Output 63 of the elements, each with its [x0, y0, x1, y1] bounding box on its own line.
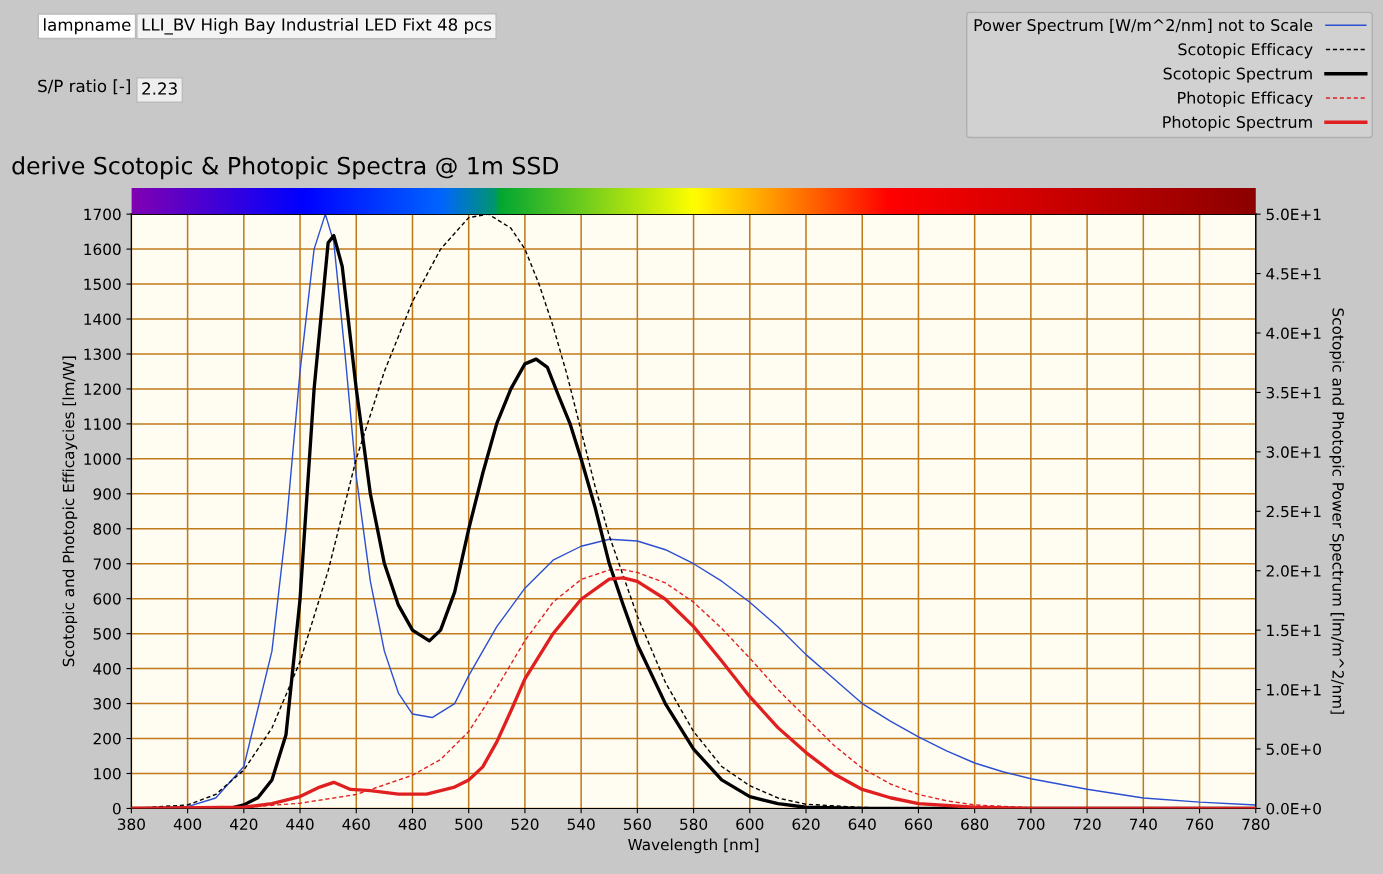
- legend-label: Photopic Spectrum: [1163, 115, 1312, 132]
- x-tick-label: 740: [1130, 818, 1157, 830]
- legend-label: Power Spectrum [W/m^2/nm] not to Scale: [974, 18, 1313, 35]
- x-tick-label: 500: [455, 818, 483, 830]
- y-tick-label: 500: [93, 628, 121, 640]
- x-tick-label: 580: [680, 818, 708, 830]
- x-axis-title: Wavelength [nm]: [628, 838, 759, 854]
- y-tick-label: 1700: [84, 208, 121, 221]
- y-tick-label: 1400: [84, 313, 121, 326]
- x-tick-label: 620: [792, 818, 820, 830]
- x-tick-label: 780: [1242, 818, 1270, 830]
- y2-tick-label: 1.0E+1: [1267, 684, 1321, 696]
- y-tick-label: 1500: [84, 278, 121, 291]
- y-tick-label: 1300: [84, 348, 121, 360]
- y-tick-label: 1200: [84, 383, 121, 395]
- text: 2.23: [142, 82, 177, 95]
- x-tick-label: 560: [623, 818, 651, 830]
- y2-tick-label: 2.0E+1: [1266, 565, 1321, 577]
- y2-tick-label: 4.5E+1: [1266, 268, 1321, 280]
- y-tick-label: 0: [112, 802, 121, 815]
- y2-axis-title: Scotopic and Photopic Power Spectrum [lm/m^2/nm]: [1329, 308, 1345, 714]
- y-axis-title: Scotopic and Photopic Efficaycies [lm/W]: [62, 356, 78, 667]
- y-tick-label: 600: [93, 593, 121, 605]
- y2-tick-label: 4.0E+1: [1266, 327, 1321, 340]
- y-tick-label: 100: [94, 767, 121, 780]
- y-tick-label: 800: [93, 523, 121, 535]
- x-tick-label: 600: [736, 818, 764, 830]
- y-tick-label: 1000: [84, 453, 121, 465]
- chart-title: derive Scotopic & Photopic Spectra @ 1m SSD: [12, 156, 559, 180]
- x-tick-label: 540: [567, 818, 595, 830]
- x-tick-label: 680: [961, 818, 989, 830]
- y2-tick-label: 5.0E+0: [1266, 743, 1321, 756]
- text: S/P ratio [-]: [38, 79, 130, 95]
- legend-label: Photopic Efficacy: [1178, 91, 1313, 107]
- y2-tick-label: 2.5E+1: [1266, 505, 1321, 518]
- x-tick-label: 420: [229, 818, 258, 830]
- y-tick-label: 900: [93, 488, 121, 500]
- y2-tick-label: 1.5E+1: [1267, 624, 1321, 637]
- x-tick-label: 760: [1186, 818, 1214, 830]
- y-tick-label: 700: [93, 558, 121, 570]
- text: lampname: [44, 18, 131, 35]
- y-tick-label: 300: [93, 698, 121, 710]
- y2-tick-label: 5.0E+1: [1266, 208, 1321, 221]
- y-tick-label: 1100: [84, 418, 121, 430]
- y-tick-label: 200: [93, 733, 121, 745]
- y2-tick-label: 3.5E+1: [1266, 386, 1321, 399]
- legend-label: Scotopic Efficacy: [1178, 42, 1313, 59]
- x-tick-label: 660: [904, 818, 933, 830]
- x-tick-label: 520: [511, 818, 539, 830]
- text: LLI_BV High Bay Industrial LED Fixt 48 pcs: [142, 17, 492, 35]
- x-tick-label: 460: [342, 818, 370, 830]
- y2-tick-label: 3.0E+1: [1266, 446, 1321, 458]
- x-tick-label: 480: [398, 818, 427, 830]
- x-tick-label: 720: [1073, 818, 1101, 830]
- y-tick-label: 1600: [84, 243, 121, 256]
- y2-tick-label: 0.0E+0: [1266, 802, 1321, 815]
- legend-label: Scotopic Spectrum: [1163, 67, 1312, 83]
- x-tick-label: 380: [117, 818, 145, 830]
- y-tick-label: 400: [93, 663, 121, 675]
- x-tick-label: 640: [848, 818, 876, 830]
- x-tick-label: 400: [173, 818, 202, 830]
- x-tick-label: 440: [286, 818, 314, 830]
- x-tick-label: 700: [1017, 818, 1045, 830]
